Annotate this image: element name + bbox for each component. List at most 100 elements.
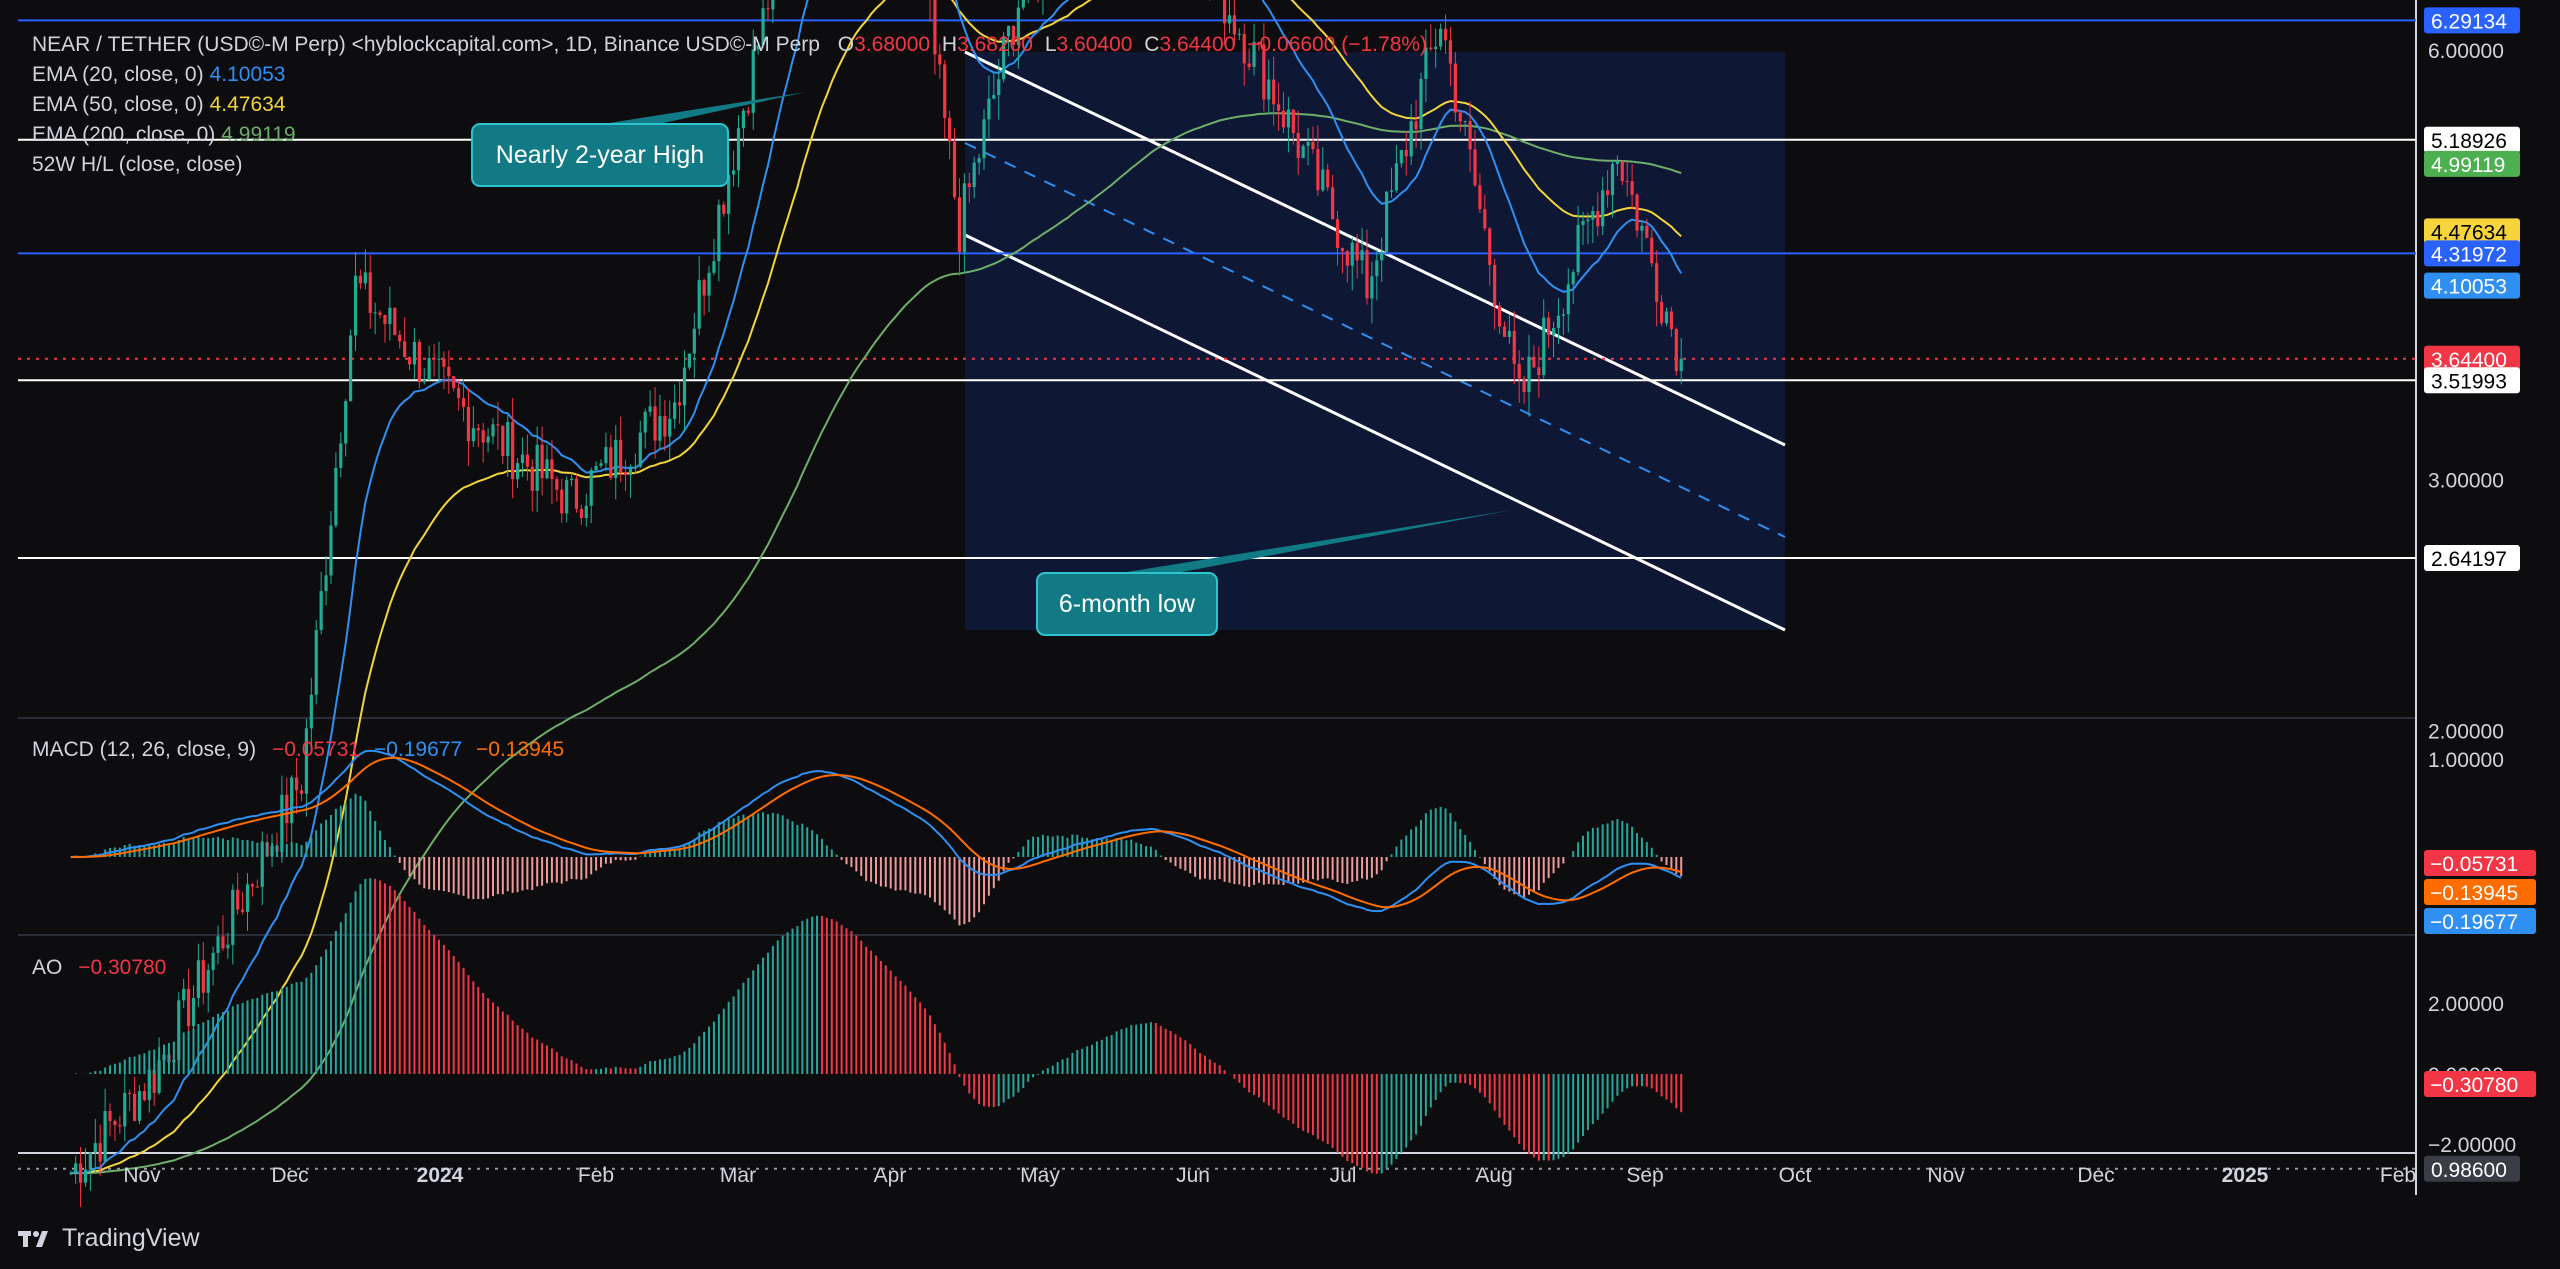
candle-body (137, 1091, 142, 1121)
ao-legend[interactable]: AO −0.30780 (32, 956, 167, 979)
candle-body (943, 64, 947, 118)
candle-body (555, 479, 559, 490)
time-tick-12: Nov (1927, 1164, 1965, 1187)
time-tick-5: Apr (874, 1164, 907, 1187)
candle-body (982, 119, 986, 159)
price-tag-bg-5 (2424, 218, 2520, 245)
candle-body (1497, 305, 1502, 327)
candle-body (604, 447, 608, 464)
candle-body (1448, 40, 1453, 64)
ao-tag: −0.30780 (2430, 1074, 2518, 1097)
candle-body (368, 272, 372, 313)
candle-body (177, 1000, 181, 1060)
ema200-legend[interactable]: EMA (200, close, 0) 4.99119 (32, 123, 296, 146)
time-tick-13: Dec (2077, 1164, 2114, 1187)
candle-body (461, 398, 466, 407)
candle-body (1286, 109, 1291, 128)
candle-body (530, 466, 534, 491)
ema50-legend[interactable]: EMA (50, close, 0) 4.47634 (32, 93, 286, 116)
candle-body (1453, 63, 1457, 113)
candle-body (98, 1143, 102, 1162)
candle-body (1296, 133, 1300, 159)
candle-body (938, 54, 942, 65)
candle-body (481, 430, 485, 443)
hl52-legend[interactable]: 52W H/L (close, close) (32, 153, 243, 176)
tradingview-logo[interactable]: TradingView (18, 1224, 200, 1253)
candle-body (417, 341, 421, 383)
price-tag-5: 4.47634 (2431, 221, 2507, 244)
macd-legend[interactable]: MACD (12, 26, close, 9) −0.05731 −0.1967… (32, 738, 565, 761)
candle-body (658, 416, 662, 441)
candle-body (638, 432, 642, 467)
high-callout-box (471, 123, 729, 187)
price-tick-3: 6.00000 (2428, 40, 2504, 63)
candle-body (727, 174, 731, 214)
candle-body (388, 307, 392, 324)
candle-body (1247, 63, 1251, 67)
candle-body (614, 439, 618, 479)
candle-body (118, 1125, 122, 1127)
candle-body (1483, 209, 1487, 229)
candle-body (1551, 328, 1556, 336)
candle-body (1311, 142, 1315, 149)
candle-body (574, 478, 579, 509)
candle-body (1493, 264, 1497, 306)
ao-tick-0: 2.00000 (2428, 993, 2504, 1016)
candle-body (992, 95, 996, 99)
candle-body (741, 110, 746, 129)
candle-body (771, 0, 775, 10)
candle-body (746, 110, 750, 113)
candle-body (245, 884, 250, 912)
candle-body (206, 969, 210, 993)
ema20-line (70, 0, 1683, 1175)
candle-body (476, 428, 480, 431)
macd-tag-0: −0.05731 (2430, 853, 2518, 876)
candle-body (142, 1091, 146, 1101)
candle-body (1316, 148, 1320, 191)
candle-body (702, 280, 706, 296)
close-value: C3.64400 (1144, 33, 1236, 56)
channel-shading (965, 52, 1785, 630)
time-tick-15: Feb (2380, 1164, 2416, 1187)
price-tag-11: 0.98600 (2431, 1159, 2507, 1182)
candle-body (948, 117, 952, 142)
ema20-legend[interactable]: EMA (20, close, 0) 4.10053 (32, 63, 286, 86)
candle-body (309, 694, 313, 729)
candle-body (358, 275, 363, 284)
candle-body (93, 1143, 97, 1153)
symbol-legend: NEAR / TETHER (USD©-M Perp) <hyblockcapi… (32, 30, 1433, 180)
candle-body (314, 630, 318, 695)
candle-body (520, 454, 525, 464)
candle-body (201, 960, 205, 993)
tradingview-icon (18, 1230, 48, 1247)
candle-body (432, 358, 436, 360)
candle-body (569, 478, 574, 481)
candle-body (1488, 228, 1492, 265)
candle-body (1414, 121, 1418, 130)
candle-body (393, 307, 397, 335)
time-tick-8: Jul (1330, 1164, 1357, 1187)
candle-body (260, 842, 264, 887)
candle-body (1561, 314, 1565, 316)
time-tick-3: Feb (578, 1164, 614, 1187)
macd-tag-bg-1 (2424, 879, 2536, 905)
candle-body (1458, 112, 1462, 122)
candle-body (736, 128, 741, 171)
candle-body (1512, 330, 1516, 364)
candle-body (977, 158, 981, 163)
candle-body (226, 944, 230, 949)
ao-tick-2: −2.00000 (2428, 1134, 2516, 1157)
candle-body (486, 436, 490, 443)
candle-body (1610, 164, 1615, 196)
candle-body (1635, 194, 1639, 231)
candle-body (157, 1060, 161, 1093)
candle-body (1262, 44, 1266, 100)
time-tick-11: Oct (1779, 1164, 1812, 1187)
candle-body (1596, 211, 1600, 227)
candle-body (1605, 190, 1610, 196)
high-callout-pointer (602, 92, 806, 124)
candle-body (515, 463, 520, 480)
price-tag-2: 6.29134 (2431, 10, 2507, 33)
